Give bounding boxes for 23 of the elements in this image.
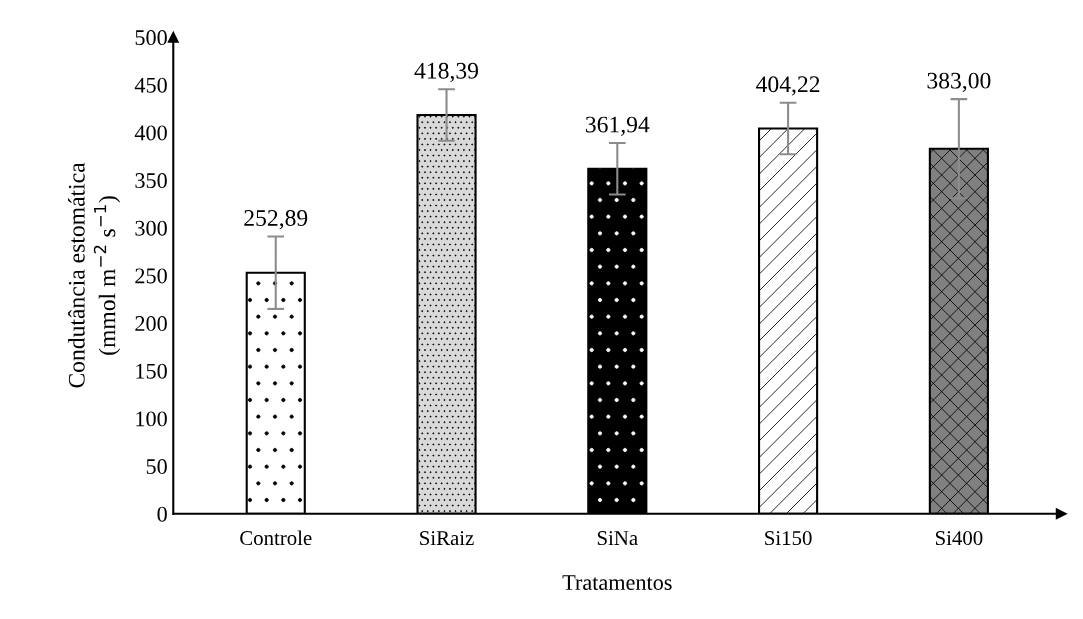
y-tick-label: 250 bbox=[135, 268, 167, 284]
y-tick-label: 50 bbox=[146, 459, 167, 475]
y-tick-label: 150 bbox=[136, 363, 167, 379]
x-axis-title: Tratamentos bbox=[562, 575, 672, 590]
y-tick-label: 450 bbox=[134, 77, 167, 93]
y-tick-label: 100 bbox=[136, 411, 167, 427]
x-tick-label: SiRaiz bbox=[420, 531, 474, 546]
x-tick-label: Controle bbox=[240, 530, 312, 546]
y-tick-label: 200 bbox=[135, 316, 167, 332]
data-label: 383,00 bbox=[927, 72, 991, 92]
y-axis-title: Condutância estomática (mmol m$^{−2}$ s$^{−1}$) bbox=[68, 162, 121, 388]
y-tick-label: 350 bbox=[135, 173, 167, 189]
data-label: 404,22 bbox=[756, 76, 820, 96]
y-tick-label: 400 bbox=[134, 125, 167, 141]
y-tick-label: 0 bbox=[157, 506, 167, 522]
x-tick-label: Si150 bbox=[765, 531, 812, 546]
x-tick-label: Si400 bbox=[935, 531, 983, 546]
x-tick-label: SiNa bbox=[597, 531, 638, 546]
y-tick-label: 300 bbox=[135, 220, 167, 236]
data-label: 361,94 bbox=[585, 116, 650, 136]
data-label: 252,89 bbox=[244, 210, 308, 230]
y-tick-label: 500 bbox=[135, 30, 167, 46]
data-label: 418,39 bbox=[414, 62, 479, 83]
